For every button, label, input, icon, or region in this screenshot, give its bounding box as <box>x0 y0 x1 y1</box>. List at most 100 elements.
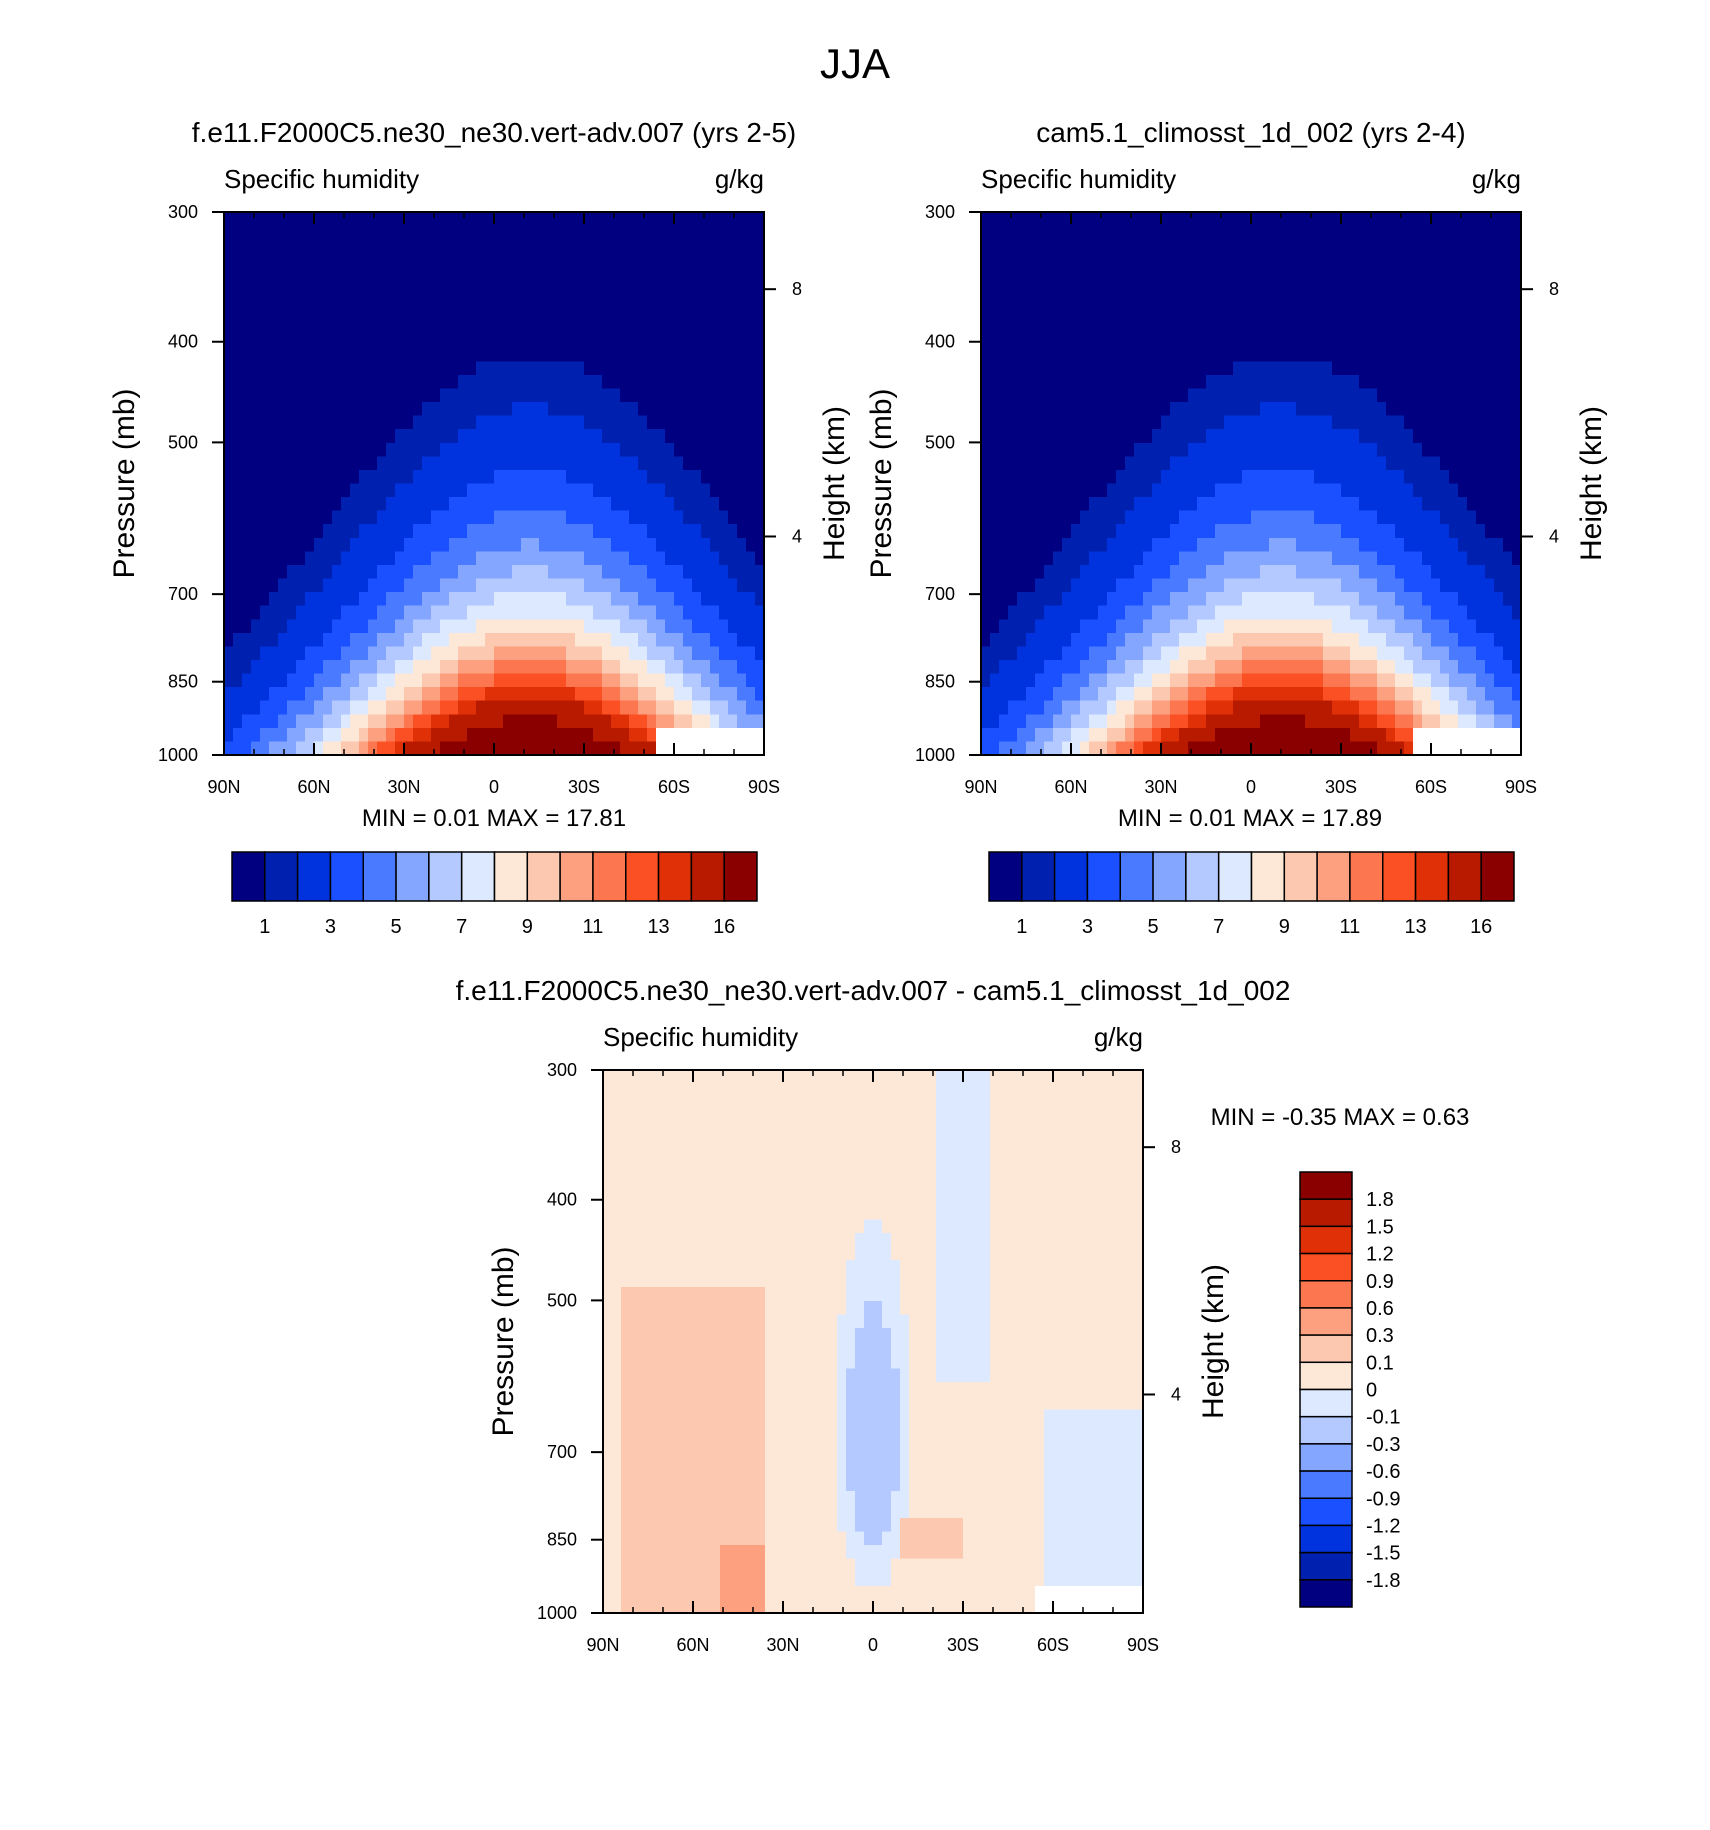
contour-cell <box>503 619 513 634</box>
contour-cell <box>1422 334 1432 349</box>
contour-cell <box>1467 212 1477 227</box>
contour-cell <box>512 497 522 512</box>
contour-cell <box>990 212 1000 227</box>
contour-cell <box>1206 687 1216 702</box>
contour-cell <box>278 334 288 349</box>
contour-cell <box>683 673 693 688</box>
contour-cell <box>1233 212 1243 227</box>
contour-cell <box>1071 225 1081 240</box>
contour-cell <box>990 320 1000 335</box>
contour-cell <box>341 388 351 403</box>
contour-cell <box>467 361 477 376</box>
contour-cell <box>377 307 387 322</box>
contour-cell <box>449 510 459 525</box>
contour-cell <box>323 619 333 634</box>
contour-cell <box>1161 687 1171 702</box>
contour-cell <box>1494 619 1504 634</box>
contour-cell <box>1503 307 1513 322</box>
contour-cell <box>1395 293 1405 308</box>
contour-cell <box>251 619 261 634</box>
contour-cell <box>701 483 711 498</box>
contour-cell <box>1017 537 1027 552</box>
contour-cell <box>269 592 279 607</box>
contour-cell <box>458 293 468 308</box>
contour-cell <box>1512 632 1522 647</box>
contour-cell <box>251 700 261 715</box>
contour-cell <box>620 388 630 403</box>
contour-cell <box>1458 564 1468 580</box>
contour-cell <box>512 334 522 349</box>
contour-cell <box>1080 388 1090 403</box>
contour-cell <box>701 510 711 525</box>
contour-cell <box>593 483 603 498</box>
contour-cell <box>341 212 351 227</box>
contour-cell <box>701 619 711 634</box>
contour-cell <box>314 388 324 403</box>
contour-cell <box>1350 388 1360 403</box>
contour-cell <box>1143 605 1153 620</box>
contour-cell <box>386 402 396 417</box>
contour-cell <box>1503 402 1513 417</box>
contour-cell <box>1494 415 1504 430</box>
contour-cell <box>269 374 279 390</box>
contour-cell <box>1413 673 1423 688</box>
contour-cell <box>1341 307 1351 322</box>
contour-cell <box>1134 646 1144 661</box>
contour-cell <box>755 374 765 390</box>
contour-cell <box>602 551 612 566</box>
contour-cell <box>305 510 315 525</box>
contour-cell <box>665 415 675 430</box>
contour-cell <box>1098 239 1108 254</box>
contour-cell <box>1143 551 1153 566</box>
contour-cell <box>476 727 486 743</box>
contour-cell <box>557 578 567 593</box>
contour-cell <box>1260 687 1270 702</box>
contour-cell <box>566 266 576 281</box>
contour-cell <box>1224 673 1234 688</box>
contour-cell <box>1278 700 1288 715</box>
contour-cell <box>1305 225 1315 240</box>
contour-cell <box>404 714 414 729</box>
contour-cell <box>413 347 423 362</box>
contour-cell <box>593 415 603 430</box>
contour-cell <box>548 605 558 620</box>
contour-cell <box>305 293 315 308</box>
contour-cell <box>305 307 315 322</box>
contour-cell <box>1440 700 1450 715</box>
contour-cell <box>260 225 270 240</box>
contour-cell <box>1278 605 1288 620</box>
contour-cell <box>1278 293 1288 308</box>
contour-cell <box>593 578 603 593</box>
contour-cell <box>746 687 756 702</box>
contour-cell <box>422 334 432 349</box>
contour-cell <box>1080 415 1090 430</box>
contour-cell <box>1422 225 1432 240</box>
contour-cell <box>1080 212 1090 227</box>
contour-cell <box>1026 374 1036 390</box>
contour-cell <box>1467 347 1477 362</box>
contour-cell <box>386 524 396 539</box>
contour-cell <box>350 456 360 471</box>
contour-cell <box>1386 266 1396 281</box>
contour-cell <box>1008 415 1018 430</box>
contour-cell <box>1251 388 1261 403</box>
contour-cell <box>1350 497 1360 512</box>
contour-cell <box>1107 524 1117 539</box>
contour-cell <box>1377 483 1387 498</box>
contour-cell <box>1503 361 1513 376</box>
contour-cell <box>1179 497 1189 512</box>
contour-cell <box>656 347 666 362</box>
contour-cell <box>1071 469 1081 485</box>
contour-cell <box>1134 429 1144 444</box>
contour-cell <box>593 456 603 471</box>
contour-cell <box>269 334 279 349</box>
contour-cell <box>701 497 711 512</box>
contour-cell <box>1125 700 1135 715</box>
contour-cell <box>251 537 261 552</box>
contour-cell <box>1044 402 1054 417</box>
contour-cell <box>1134 524 1144 539</box>
contour-cell <box>449 212 459 227</box>
contour-cell <box>981 279 991 295</box>
contour-cell <box>260 402 270 417</box>
contour-cell <box>1314 279 1324 295</box>
